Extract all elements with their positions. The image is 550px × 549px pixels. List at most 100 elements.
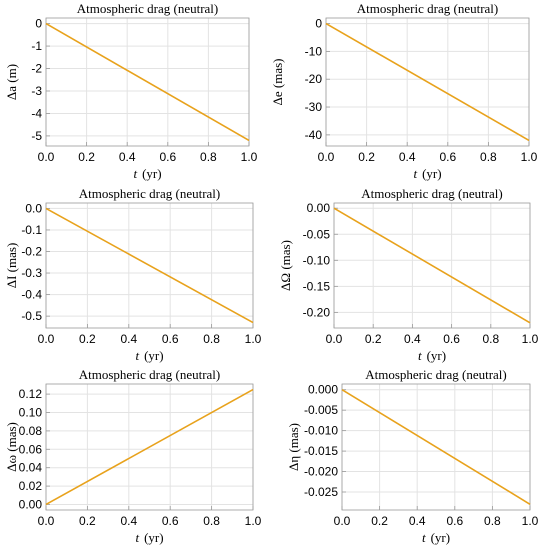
x-tick-label: 0.0 <box>334 514 351 528</box>
x-tick-label: 0.2 <box>371 514 388 528</box>
plot-panel-3: 0.0 0.2 0.4 0.6 0.8 1.0 0.0 -0.1 -0.2 -0.3 -0.4 -0.… <box>4 186 262 363</box>
x-tick-label: 0.2 <box>78 150 95 164</box>
y-tick-label: -1 <box>31 39 42 53</box>
y-tick-label: -0.015 <box>304 444 338 458</box>
y-axis-label: ΔΩ (mas) <box>278 240 293 291</box>
series-line <box>45 207 254 324</box>
x-axis-variable: t <box>135 530 139 545</box>
y-axis-label: Δe (mas) <box>270 59 285 106</box>
x-tick-label: 1.0 <box>521 150 538 164</box>
x-tick-label: 0.0 <box>318 150 335 164</box>
y-tick-label: 0.08 <box>19 424 43 438</box>
plot-frame <box>341 383 531 511</box>
series-line <box>325 22 530 142</box>
y-tick-label: -0.05 <box>303 227 331 241</box>
y-tick-label: 0.02 <box>19 479 43 493</box>
plot-frame <box>333 202 531 329</box>
x-axis-unit: (yr) <box>142 166 162 181</box>
y-tick-label: -30 <box>305 100 323 114</box>
y-tick-label: -0.005 <box>304 403 338 417</box>
y-tick-label: -0.020 <box>304 465 338 479</box>
series-line <box>45 22 250 142</box>
x-tick-label: 0.6 <box>162 514 179 528</box>
plot-frame <box>45 383 254 511</box>
plot-title: Atmospheric drag (neutral) <box>79 367 221 382</box>
x-tick-label: 1.0 <box>522 332 539 346</box>
x-axis-label: t (yr) <box>135 348 163 363</box>
y-tick-label: -20 <box>305 72 323 86</box>
y-axis-label: Δω (mas) <box>4 422 19 472</box>
x-tick-label: 0.8 <box>203 514 220 528</box>
y-tick-label: -2 <box>31 62 42 76</box>
x-tick-label: 1.0 <box>245 514 262 528</box>
y-tick-label: 0 <box>35 17 42 31</box>
x-tick-label: 0.0 <box>38 150 55 164</box>
x-axis-variable: t <box>135 348 139 363</box>
x-tick-label: 0.6 <box>159 150 176 164</box>
y-tick-label: -4 <box>31 106 42 120</box>
x-tick-label: 1.0 <box>522 514 539 528</box>
x-tick-label: 0.2 <box>79 514 96 528</box>
x-axis-unit: (yr) <box>427 348 447 363</box>
x-axis-label: t (yr) <box>422 530 450 545</box>
x-tick-label: 0.4 <box>404 332 421 346</box>
x-tick-label: 0.8 <box>482 332 499 346</box>
x-tick-label: 0.6 <box>162 332 179 346</box>
x-axis-label: t (yr) <box>135 530 163 545</box>
plot-panel-2: 0.0 0.2 0.4 0.6 0.8 1.0 0 -10 -20 -30 -40 Atmospher… <box>270 1 538 181</box>
series-line <box>45 388 254 506</box>
x-tick-label: 0.2 <box>358 150 375 164</box>
y-tick-label: 0.0 <box>25 201 42 215</box>
x-tick-label: 0.4 <box>120 514 137 528</box>
plot-panel-5: 0.0 0.2 0.4 0.6 0.8 1.0 0.00 0.02 0.04 0.06 0.08 0.… <box>4 367 262 545</box>
x-tick-label: 0.2 <box>79 332 96 346</box>
y-tick-label: 0.06 <box>19 442 43 456</box>
y-tick-label: -40 <box>305 128 323 142</box>
y-tick-label: 0 <box>315 17 322 31</box>
x-tick-label: 0.8 <box>480 150 497 164</box>
series-line <box>333 207 531 324</box>
x-axis-label: t (yr) <box>418 348 446 363</box>
y-tick-label: -0.1 <box>21 223 42 237</box>
y-tick-label: -0.15 <box>303 279 331 293</box>
plot-frame <box>325 17 530 147</box>
x-tick-label: 0.8 <box>203 332 220 346</box>
x-axis-variable: t <box>413 166 417 181</box>
x-tick-label: 0.4 <box>399 150 416 164</box>
x-tick-label: 0.4 <box>120 332 137 346</box>
y-tick-label: -5 <box>31 129 42 143</box>
y-tick-label: 0.12 <box>19 387 43 401</box>
y-axis-label: Δη (mas) <box>286 423 301 471</box>
y-tick-label: -0.010 <box>304 424 338 438</box>
x-tick-label: 1.0 <box>241 150 258 164</box>
plot-title: Atmospheric drag (neutral) <box>361 186 503 201</box>
x-axis-label: t (yr) <box>133 166 161 181</box>
x-tick-label: 0.8 <box>484 514 501 528</box>
y-tick-label: 0.000 <box>308 383 338 397</box>
x-axis-variable: t <box>418 348 422 363</box>
y-axis-label: ΔI (mas) <box>4 243 19 289</box>
y-axis-label: Δa (m) <box>4 64 19 100</box>
x-tick-label: 0.6 <box>443 332 460 346</box>
y-tick-label: -0.10 <box>303 253 331 267</box>
y-tick-label: -0.4 <box>21 288 42 302</box>
y-tick-label: -0.2 <box>21 244 42 258</box>
x-axis-label: t (yr) <box>413 166 441 181</box>
x-axis-variable: t <box>133 166 137 181</box>
series-line <box>341 389 531 505</box>
y-tick-label: 0.00 <box>19 497 43 511</box>
x-tick-label: 0.0 <box>326 332 343 346</box>
plot-title: Atmospheric drag (neutral) <box>365 367 507 382</box>
y-tick-label: -0.3 <box>21 266 42 280</box>
y-tick-label: -0.025 <box>304 485 338 499</box>
x-tick-label: 0.0 <box>38 514 55 528</box>
plot-panel-4: 0.0 0.2 0.4 0.6 0.8 1.0 0.00 -0.05 -0.10 -0.15 -0.… <box>278 186 539 363</box>
y-tick-label: 0.04 <box>19 461 43 475</box>
y-tick-label: -0.5 <box>21 309 42 323</box>
x-axis-unit: (yr) <box>431 530 451 545</box>
y-tick-label: 0.10 <box>19 406 43 420</box>
x-tick-label: 0.4 <box>409 514 426 528</box>
plot-frame <box>45 202 254 329</box>
x-tick-label: 0.8 <box>200 150 217 164</box>
